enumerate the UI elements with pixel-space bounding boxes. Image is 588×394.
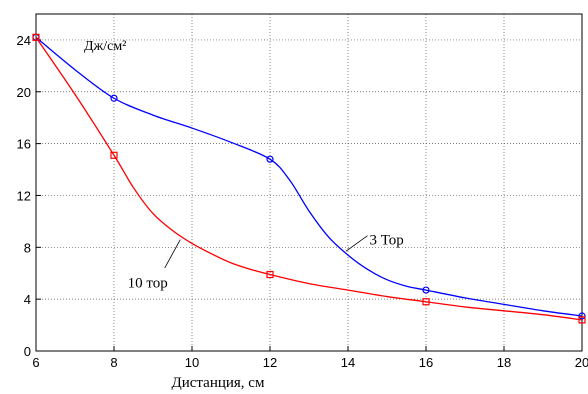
series-line (35, 36, 583, 321)
x-tick-label: 12 (263, 355, 277, 370)
series-3tor-leader-line (345, 235, 368, 252)
y-tick-label: 0 (24, 344, 31, 359)
y-tick-label: 24 (17, 33, 31, 48)
y-tick-label: 20 (17, 85, 31, 100)
x-tick-label: 8 (110, 355, 117, 370)
plot-frame (35, 13, 583, 352)
x-tick-label: 16 (419, 355, 433, 370)
data-point (32, 33, 40, 41)
series-layer (32, 33, 586, 324)
x-tick-label: 14 (341, 355, 355, 370)
x-tick-label: 10 (185, 355, 199, 370)
x-axis-label: Дистанция, см (172, 375, 265, 391)
series-0 (32, 33, 586, 320)
data-point (578, 312, 586, 320)
y-tick-label: 8 (24, 240, 31, 255)
y-axis-label: Дж/см² (84, 39, 126, 54)
data-point (110, 94, 118, 102)
series-line (35, 36, 583, 317)
y-tick-label: 4 (24, 292, 31, 307)
series-1 (32, 33, 586, 324)
data-point (110, 151, 118, 159)
y-tick-label: 12 (17, 188, 31, 203)
axis-ticks: 6 8 10 12 14 16 18 20 0 4 8 12 16 20 24 (17, 33, 588, 370)
x-tick-label: 6 (32, 355, 39, 370)
series-label-3tor: 3 Тор (369, 233, 403, 249)
data-point (266, 155, 274, 163)
series-10tor-leader-line (164, 239, 181, 269)
y-tick-label: 16 (17, 137, 31, 152)
x-tick-label: 18 (497, 355, 511, 370)
data-point (422, 298, 430, 306)
annotations: 3 Тор 10 тор (128, 233, 404, 292)
x-tick-label: 20 (575, 355, 588, 370)
grid (36, 14, 582, 351)
data-point (578, 316, 586, 324)
data-point (266, 270, 274, 279)
series-label-10tor: 10 тор (128, 275, 168, 291)
data-point (422, 286, 430, 294)
